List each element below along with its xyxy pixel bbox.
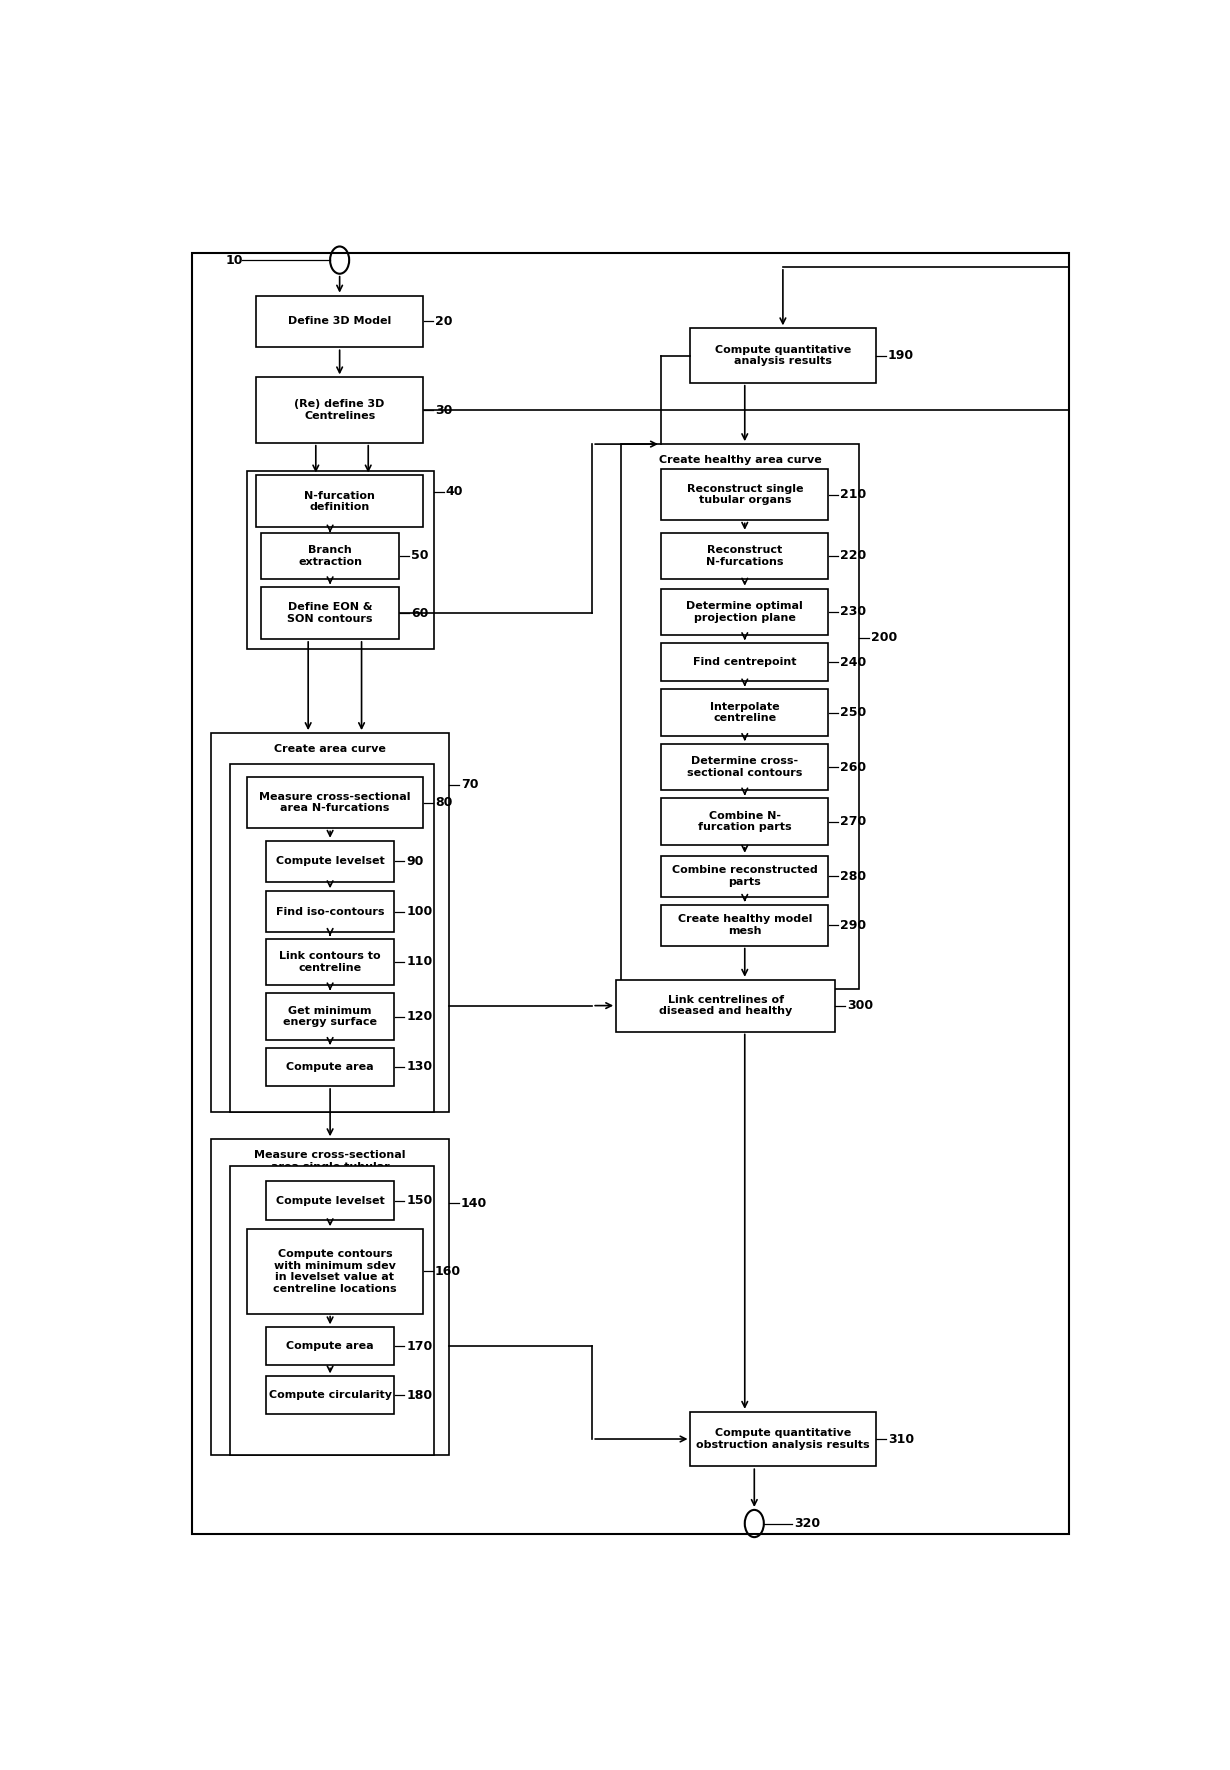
Bar [266, 1328, 395, 1365]
Text: Combine N-
furcation parts: Combine N- furcation parts [697, 811, 792, 832]
Bar [266, 938, 395, 986]
Text: Link contours to
centreline: Link contours to centreline [279, 950, 381, 974]
Bar [662, 855, 828, 897]
Bar [230, 1166, 434, 1455]
Text: 280: 280 [840, 869, 866, 883]
Text: Link centrelines of
diseased and healthy: Link centrelines of diseased and healthy [659, 995, 792, 1016]
Bar [230, 765, 434, 1112]
Bar [662, 643, 828, 681]
Bar [662, 904, 828, 945]
Text: 190: 190 [888, 349, 914, 363]
Text: 150: 150 [406, 1195, 433, 1207]
Text: Create healthy area curve: Create healthy area curve [658, 455, 822, 466]
Text: 10: 10 [225, 253, 242, 267]
Text: 90: 90 [406, 855, 424, 867]
Text: (Re) define 3D
Centrelines: (Re) define 3D Centrelines [294, 400, 385, 421]
Text: 290: 290 [840, 919, 866, 931]
Text: Compute circularity: Compute circularity [268, 1391, 391, 1400]
Bar [266, 1377, 395, 1414]
Text: 260: 260 [840, 761, 866, 773]
Text: 250: 250 [840, 706, 866, 719]
Text: Find iso-contours: Find iso-contours [276, 906, 384, 917]
Text: Determine optimal
projection plane: Determine optimal projection plane [686, 602, 803, 623]
Text: 170: 170 [406, 1340, 433, 1352]
Text: 40: 40 [445, 485, 462, 499]
Text: 210: 210 [840, 489, 866, 501]
Text: Measure cross-sectional
area single tubular
organs: Measure cross-sectional area single tubu… [255, 1150, 406, 1184]
Text: 310: 310 [888, 1432, 914, 1446]
Bar [256, 476, 423, 527]
Text: Compute area: Compute area [287, 1342, 374, 1351]
Text: 140: 140 [461, 1197, 487, 1209]
Bar [247, 777, 423, 828]
Bar [256, 296, 423, 347]
Text: Define 3D Model: Define 3D Model [288, 317, 391, 326]
Text: Reconstruct
N-furcations: Reconstruct N-furcations [706, 545, 784, 566]
Text: 60: 60 [411, 607, 428, 619]
Text: Compute contours
with minimum sdev
in levelset value at
centreline locations: Compute contours with minimum sdev in le… [273, 1250, 397, 1294]
Bar [266, 1181, 395, 1220]
Bar [247, 1228, 423, 1313]
Text: 100: 100 [406, 904, 433, 919]
Text: 300: 300 [846, 998, 873, 1012]
Text: Compute area: Compute area [287, 1062, 374, 1073]
Bar [662, 589, 828, 635]
Text: 20: 20 [435, 315, 453, 327]
Bar [266, 993, 395, 1039]
Text: Compute levelset: Compute levelset [276, 1195, 385, 1205]
Bar [662, 743, 828, 789]
Text: Define EON &
SON contours: Define EON & SON contours [288, 602, 373, 623]
Text: 230: 230 [840, 605, 866, 618]
Text: Compute quantitative
analysis results: Compute quantitative analysis results [715, 345, 851, 366]
Text: 130: 130 [406, 1060, 433, 1073]
Text: 320: 320 [795, 1517, 820, 1529]
Text: 240: 240 [840, 655, 866, 669]
Bar [690, 1412, 876, 1466]
Text: Interpolate
centreline: Interpolate centreline [710, 701, 780, 724]
Bar [266, 841, 395, 881]
Text: 160: 160 [435, 1266, 461, 1278]
Bar [662, 689, 828, 736]
Text: 200: 200 [871, 632, 897, 644]
Bar [621, 444, 859, 989]
Bar [212, 733, 449, 1112]
Bar [266, 890, 395, 933]
Bar [247, 471, 434, 648]
Text: 220: 220 [840, 549, 866, 563]
Bar [690, 327, 876, 382]
Bar [261, 588, 400, 639]
Text: 270: 270 [840, 816, 866, 828]
Bar [266, 1048, 395, 1087]
Text: 80: 80 [435, 796, 453, 809]
Bar [662, 533, 828, 579]
Bar [662, 469, 828, 520]
Text: Determine cross-
sectional contours: Determine cross- sectional contours [688, 756, 802, 777]
Text: Compute quantitative
obstruction analysis results: Compute quantitative obstruction analysi… [696, 1428, 870, 1450]
Text: 30: 30 [435, 404, 453, 416]
Text: Measure cross-sectional
area N-furcations: Measure cross-sectional area N-furcation… [260, 791, 411, 814]
Text: 70: 70 [461, 779, 478, 791]
Text: 120: 120 [406, 1011, 433, 1023]
Text: Branch
extraction: Branch extraction [298, 545, 362, 566]
Bar [212, 1140, 449, 1455]
Text: 50: 50 [411, 549, 428, 563]
Text: Get minimum
energy surface: Get minimum energy surface [283, 1005, 378, 1027]
Text: Reconstruct single
tubular organs: Reconstruct single tubular organs [686, 483, 803, 504]
Bar [256, 377, 423, 442]
Text: 110: 110 [406, 956, 433, 968]
Text: Compute levelset: Compute levelset [276, 857, 385, 866]
Bar [261, 533, 400, 579]
Bar [616, 981, 835, 1032]
Text: Find centrepoint: Find centrepoint [692, 657, 797, 667]
Text: Create healthy model
mesh: Create healthy model mesh [678, 915, 812, 936]
Text: Create area curve: Create area curve [274, 743, 386, 754]
Bar [662, 798, 828, 844]
Text: Combine reconstructed
parts: Combine reconstructed parts [672, 866, 818, 887]
Text: N-furcation
definition: N-furcation definition [304, 490, 375, 512]
Text: 180: 180 [406, 1389, 433, 1402]
